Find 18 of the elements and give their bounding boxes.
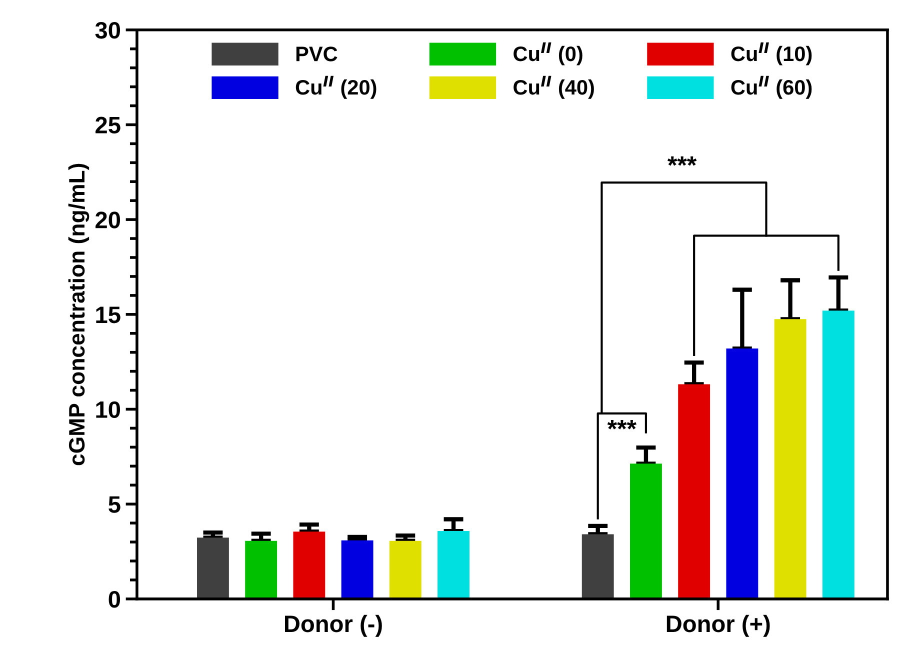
legend-label: Cu$^{II}$ (10) — [731, 42, 812, 66]
legend-label: Cu$^{II}$ (60) — [731, 76, 812, 99]
legend-label: PVC — [296, 46, 338, 62]
annotation: *** — [668, 156, 697, 166]
y-tick-label: 30 — [95, 22, 120, 39]
y-tick-label: 20 — [96, 212, 120, 228]
y-tick-label: 5 — [108, 496, 120, 513]
legend-label: Cu$^{II}$ (0) — [514, 42, 582, 66]
y-axis-title: cGMP concentration (ng/mL) — [68, 164, 90, 466]
y-tick-label: 15 — [96, 306, 120, 324]
x-tick-label: Donor (-) — [285, 614, 382, 637]
annotation: *** — [607, 420, 636, 430]
legend-label: Cu$^{II}$ (40) — [514, 76, 594, 99]
x-tick-label: Donor (+) — [666, 614, 770, 637]
y-tick-label: 25 — [96, 116, 120, 134]
legend-label: Cu$^{II}$ (20) — [296, 76, 376, 99]
y-tick-label: 10 — [96, 401, 120, 418]
y-tick-label: 0 — [108, 590, 120, 608]
